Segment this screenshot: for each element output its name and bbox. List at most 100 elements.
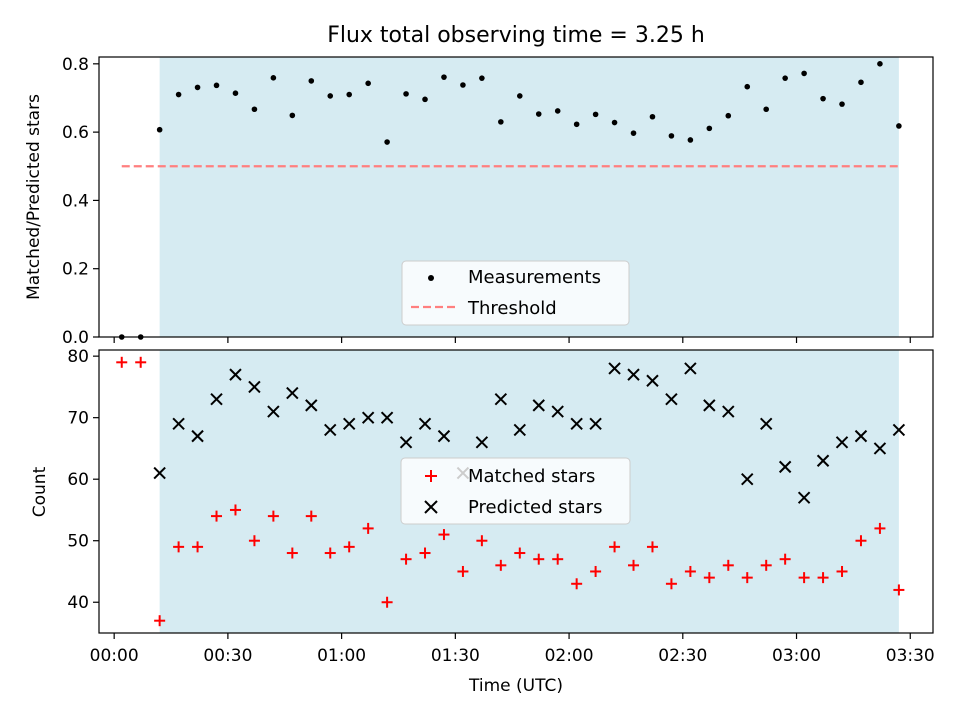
matched-star-point bbox=[495, 559, 507, 571]
predicted-star-point bbox=[835, 436, 849, 449]
measurement-point bbox=[403, 91, 409, 97]
x-tick-label: 01:00 bbox=[317, 646, 366, 666]
predicted-star-point bbox=[816, 454, 830, 467]
predicted-star-point bbox=[722, 405, 735, 418]
predicted-star-point bbox=[703, 399, 716, 412]
matched-star-point bbox=[400, 553, 412, 565]
measurement-point bbox=[516, 93, 523, 99]
matched-star-point bbox=[665, 578, 677, 590]
y-tick-label: 0.6 bbox=[62, 123, 89, 143]
measurement-point bbox=[592, 111, 599, 118]
measurement-point bbox=[630, 130, 637, 136]
measurement-point bbox=[194, 84, 201, 91]
predicted-star-point bbox=[684, 362, 697, 375]
measurement-point bbox=[782, 75, 788, 81]
matched-star-point bbox=[684, 565, 696, 577]
predicted-star-point bbox=[873, 442, 887, 455]
matched-star-point bbox=[628, 559, 640, 571]
matched-star-point bbox=[571, 578, 583, 590]
predicted-star-point bbox=[570, 417, 583, 431]
measurement-point bbox=[365, 80, 371, 87]
matched-star-point bbox=[874, 522, 886, 534]
measurement-point bbox=[668, 133, 675, 139]
measurement-point bbox=[175, 91, 182, 98]
legend-measurements-marker bbox=[428, 275, 434, 281]
measurement-point bbox=[573, 121, 580, 128]
matched-star-point bbox=[760, 559, 772, 571]
predicted-star-point bbox=[191, 429, 204, 443]
predicted-star-point bbox=[248, 380, 261, 394]
predicted-star-point bbox=[778, 460, 792, 474]
legend-predicted-marker bbox=[424, 500, 438, 514]
matched-star-point bbox=[154, 615, 166, 627]
matched-star-point bbox=[381, 596, 393, 608]
predicted-star-point bbox=[532, 399, 545, 412]
x-tick-label: 02:30 bbox=[658, 646, 707, 666]
measurement-points bbox=[118, 61, 902, 340]
predicted-star-point bbox=[627, 368, 640, 381]
predicted-star-point bbox=[854, 429, 868, 443]
predicted-star-point bbox=[210, 393, 223, 406]
predicted-star-point bbox=[475, 436, 489, 449]
matched-star-point bbox=[362, 522, 374, 534]
bottom-axes: 40 50 60 70 80 00:00 00:30 01:00 01:30 02:00 02:30… bbox=[67, 347, 934, 666]
predicted-star-point bbox=[665, 393, 678, 406]
bottom-legend-box bbox=[400, 457, 631, 525]
matched-star-point bbox=[836, 565, 848, 577]
bottom-legend: Matched stars Predicted stars bbox=[400, 457, 631, 525]
matched-star-point bbox=[116, 356, 128, 368]
predicted-star-point bbox=[418, 417, 432, 431]
matched-star-point bbox=[476, 535, 488, 547]
measurement-point bbox=[232, 90, 239, 96]
measurement-point bbox=[706, 125, 713, 132]
matched-star-point bbox=[438, 529, 450, 541]
measurement-point bbox=[535, 111, 542, 117]
matched-star-point bbox=[173, 541, 185, 553]
predicted-star-point bbox=[551, 405, 564, 418]
predicted-star-point bbox=[759, 417, 773, 431]
measurement-point bbox=[422, 96, 428, 103]
y-tick-label: 0.0 bbox=[62, 328, 89, 348]
predicted-star-point bbox=[380, 411, 394, 424]
y-tick-label: 80 bbox=[67, 347, 89, 367]
measurement-point bbox=[156, 126, 163, 133]
measurement-point bbox=[441, 74, 447, 80]
measurement-point bbox=[896, 123, 902, 129]
legend-threshold-label: Threshold bbox=[467, 298, 557, 319]
measurement-point bbox=[858, 79, 864, 86]
measurement-point bbox=[460, 82, 466, 88]
measurement-point bbox=[289, 112, 296, 119]
predicted-star-point bbox=[361, 411, 375, 424]
legend-matched-marker bbox=[425, 470, 437, 482]
matched-star-point bbox=[646, 541, 658, 553]
matched-star-point bbox=[211, 510, 223, 522]
predicted-star-point bbox=[324, 423, 337, 437]
predicted-star-point bbox=[286, 386, 299, 400]
x-tick-label: 00:30 bbox=[203, 646, 252, 666]
predicted-star-point bbox=[305, 399, 318, 412]
predicted-star-point bbox=[797, 491, 811, 504]
top-legend-box bbox=[401, 260, 630, 326]
axes-frame bbox=[98, 56, 934, 338]
matched-star-point bbox=[192, 541, 204, 553]
measurement-point bbox=[251, 106, 258, 113]
x-tick-label: 02:00 bbox=[545, 646, 594, 666]
legend-measurements-label: Measurements bbox=[468, 267, 601, 288]
predicted-star-point bbox=[892, 423, 906, 437]
legend-matched-label: Matched stars bbox=[468, 466, 595, 487]
matched-star-point bbox=[514, 547, 526, 559]
matched-star-point bbox=[722, 559, 734, 571]
matched-star-point bbox=[609, 541, 621, 553]
matched-star-point bbox=[248, 535, 260, 547]
matched-star-point bbox=[267, 510, 279, 522]
matched-star-point bbox=[590, 565, 602, 577]
matched-star-point bbox=[893, 584, 905, 596]
predicted-star-point bbox=[153, 466, 166, 480]
y-tick-label: 60 bbox=[67, 470, 89, 490]
matched-star-point bbox=[741, 572, 753, 584]
top-axes: 0.0 0.2 0.4 0.6 0.8 bbox=[62, 55, 934, 348]
matched-star-point bbox=[324, 547, 336, 559]
matched-star-point bbox=[703, 572, 715, 584]
matched-star-point bbox=[135, 356, 147, 368]
